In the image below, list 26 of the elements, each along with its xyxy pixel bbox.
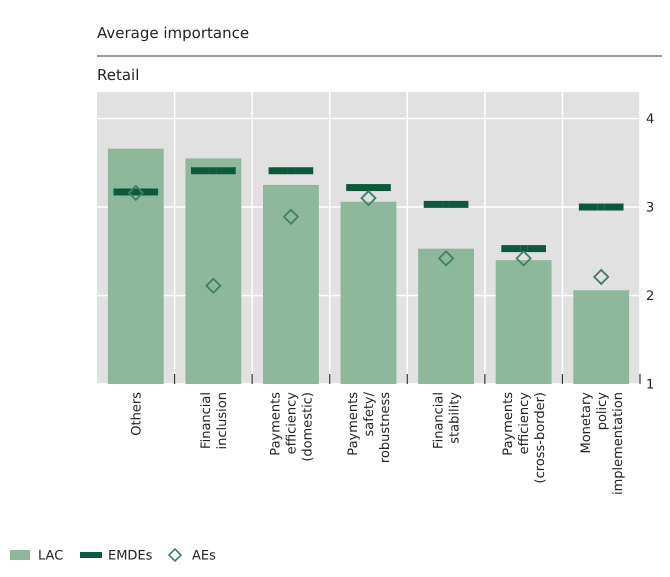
point bbox=[516, 250, 532, 266]
x-tick-label: Others bbox=[129, 392, 144, 436]
x-tick-label: Payments efficiency (cross-border) bbox=[501, 392, 548, 484]
x-tick-label: Financial inclusion bbox=[198, 392, 230, 450]
x-tick-label: Financial stability bbox=[432, 392, 463, 449]
chart-title: Average importance bbox=[97, 24, 250, 42]
point bbox=[598, 204, 605, 211]
point bbox=[593, 269, 610, 285]
point bbox=[205, 278, 222, 294]
point bbox=[442, 200, 450, 208]
point bbox=[438, 250, 454, 266]
legend-label: AEs bbox=[192, 548, 216, 564]
y-tick-label: 1 bbox=[646, 378, 654, 393]
chart-subtitle: Retail bbox=[97, 66, 140, 84]
point bbox=[360, 190, 376, 206]
point bbox=[128, 184, 144, 201]
legend-label: EMDEs bbox=[108, 548, 153, 564]
point bbox=[210, 167, 217, 174]
x-tick-label: Payments efficiency (domestic) bbox=[268, 392, 316, 462]
y-tick-label: 2 bbox=[646, 289, 654, 304]
point bbox=[520, 245, 528, 252]
y-tick-label: 4 bbox=[646, 112, 654, 128]
y-tick-label: 3 bbox=[646, 200, 654, 216]
legend-label: LAC bbox=[38, 548, 64, 564]
point bbox=[287, 167, 294, 174]
point bbox=[283, 208, 299, 225]
